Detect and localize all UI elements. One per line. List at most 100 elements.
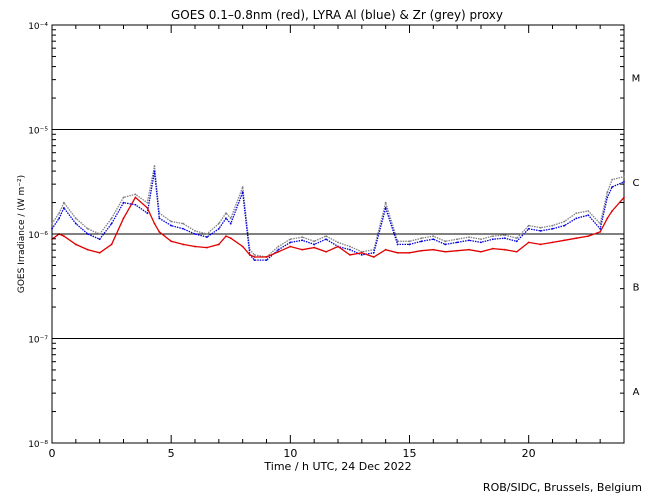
data-point — [480, 250, 482, 253]
data-point — [206, 246, 208, 249]
data-point — [241, 186, 244, 188]
data-point — [503, 248, 506, 251]
data-point — [575, 217, 578, 220]
data-point — [468, 236, 470, 239]
data-point — [217, 227, 220, 230]
data-point — [527, 224, 530, 227]
flare-class-label: A — [633, 387, 640, 398]
data-point — [384, 248, 387, 251]
data-point — [575, 237, 578, 240]
data-point — [456, 249, 459, 252]
data-point — [468, 239, 470, 242]
data-point — [563, 220, 566, 223]
data-point — [277, 248, 280, 251]
data-point — [289, 245, 292, 248]
data-point — [360, 254, 363, 256]
data-point — [313, 243, 316, 246]
data-point — [606, 191, 609, 194]
data-point — [313, 240, 316, 243]
data-point — [372, 256, 375, 258]
y-tick-label: 10⁻⁶ — [28, 231, 48, 241]
data-point — [444, 243, 447, 246]
data-point — [515, 237, 518, 240]
data-point — [122, 196, 125, 199]
data-point — [325, 238, 327, 241]
data-point — [480, 241, 482, 244]
data-point — [289, 238, 292, 241]
data-point — [420, 237, 423, 240]
chart-title: GOES 0.1–0.8nm (red), LYRA Al (blue) & Z… — [171, 8, 503, 22]
data-point — [134, 196, 137, 199]
data-point — [384, 206, 387, 209]
data-point — [265, 256, 268, 258]
data-point — [408, 251, 411, 254]
data-point — [158, 217, 161, 220]
data-point — [623, 180, 625, 183]
data-point — [611, 178, 613, 181]
data-point — [170, 220, 173, 223]
data-point — [134, 193, 137, 196]
data-point — [360, 251, 363, 254]
data-point — [217, 222, 220, 225]
data-point — [206, 233, 208, 235]
data-point — [480, 238, 482, 241]
data-point — [98, 251, 101, 254]
data-point — [599, 227, 602, 230]
data-point — [122, 217, 125, 220]
data-point — [551, 224, 554, 227]
data-point — [134, 203, 137, 206]
data-point — [587, 210, 590, 212]
data-point — [63, 201, 65, 204]
data-point — [623, 196, 625, 199]
data-point — [63, 235, 65, 237]
data-point — [229, 237, 232, 240]
data-point — [229, 217, 232, 220]
y-tick-label: 10⁻⁷ — [28, 336, 48, 346]
x-axis-label: Time / h UTC, 24 Dec 2022 — [263, 460, 411, 473]
data-point — [372, 251, 375, 254]
data-point — [599, 222, 602, 225]
data-point — [408, 240, 411, 243]
data-point — [420, 240, 423, 243]
data-point — [289, 241, 292, 244]
series-line-2 — [51, 165, 625, 258]
data-point — [217, 243, 220, 246]
data-point — [313, 246, 316, 249]
x-tick-label: 10 — [283, 447, 297, 460]
data-point — [611, 186, 613, 188]
data-point — [432, 235, 435, 237]
data-point — [349, 248, 351, 251]
data-point — [98, 238, 101, 241]
data-point — [182, 222, 184, 225]
data-point — [599, 231, 602, 233]
data-point — [146, 212, 149, 215]
data-point — [539, 243, 542, 246]
data-point — [225, 217, 227, 220]
data-point — [301, 248, 304, 251]
data-point — [456, 241, 459, 244]
series-line-0 — [51, 196, 625, 258]
data-point — [86, 227, 89, 230]
data-point — [74, 217, 77, 220]
data-point — [153, 170, 156, 173]
data-point — [468, 248, 470, 251]
data-point — [444, 240, 447, 243]
data-point — [587, 214, 590, 217]
x-axis: 0 5 10 15 20 — [49, 25, 625, 460]
data-point — [349, 245, 351, 248]
data-point — [153, 165, 156, 167]
data-point — [51, 222, 53, 225]
data-point — [606, 196, 609, 199]
data-point — [325, 235, 327, 237]
flare-class-label: B — [633, 282, 640, 293]
data-point — [253, 259, 256, 262]
data-point — [86, 233, 89, 235]
data-point — [575, 212, 578, 215]
data-point — [527, 227, 530, 230]
data-point — [396, 243, 399, 246]
data-point — [515, 240, 518, 243]
flare-class-label: M — [632, 73, 641, 84]
data-point — [225, 235, 227, 237]
data-point — [146, 201, 149, 204]
y-tick-label: 10⁻⁸ — [28, 440, 48, 450]
